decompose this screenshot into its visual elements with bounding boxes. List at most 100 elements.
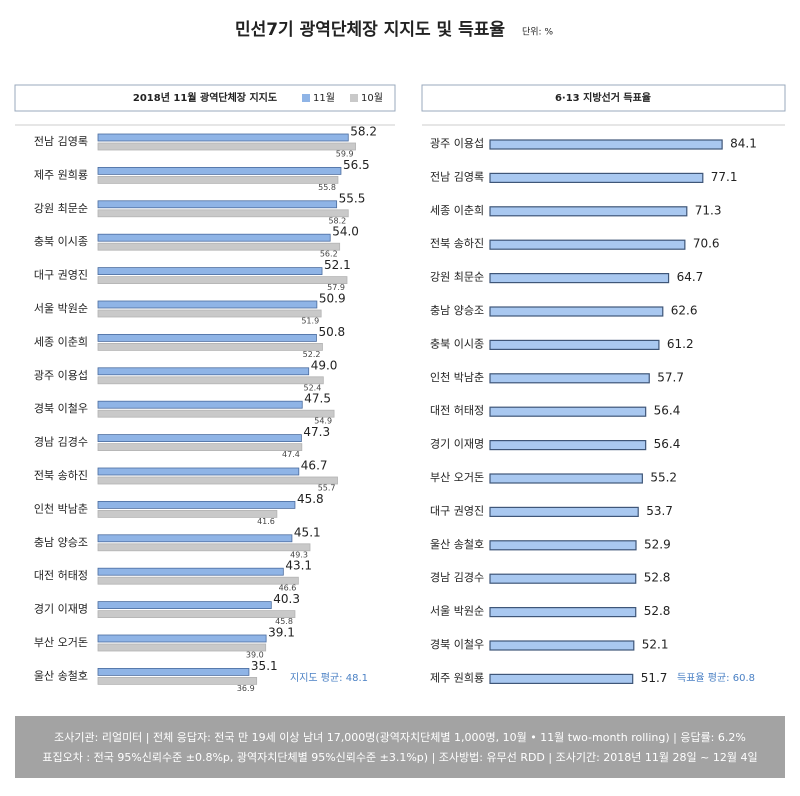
category-label: 대전 허태정	[34, 569, 88, 582]
value-label: 52.9	[644, 537, 671, 551]
value-label: 45.1	[294, 525, 321, 539]
category-label: 강원 최문순	[430, 271, 484, 284]
page-title: 민선7기 광역단체장 지지도 및 득표율	[235, 20, 505, 40]
bar	[97, 409, 335, 418]
value-label: 47.4	[282, 450, 300, 459]
bar	[97, 309, 322, 318]
bar	[489, 206, 688, 217]
bar	[97, 166, 342, 175]
footer-box	[15, 716, 785, 778]
category-label: 경남 김경수	[34, 436, 88, 449]
category-label: 인천 박남춘	[430, 370, 484, 384]
value-label: 52.1	[642, 638, 669, 652]
bar	[97, 133, 349, 142]
value-label: 36.9	[237, 684, 255, 693]
legend-label: 11월	[313, 92, 335, 104]
value-label: 43.1	[285, 559, 312, 573]
category-label: 부산 오거돈	[430, 471, 484, 484]
bar	[97, 668, 250, 676]
category-label: 세종 이춘희	[430, 204, 484, 217]
bar	[97, 434, 302, 443]
bar	[489, 373, 650, 384]
legend-label: 10월	[361, 92, 383, 104]
bar	[489, 406, 647, 417]
value-label: 57.9	[327, 283, 345, 292]
category-label: 충북 이시종	[34, 235, 88, 248]
value-label: 39.1	[268, 626, 295, 640]
value-label: 56.2	[320, 250, 338, 259]
value-label: 58.2	[328, 216, 346, 225]
category-label: 전북 송하진	[34, 468, 88, 482]
bar	[97, 643, 267, 652]
category-label: 경기 이재명	[34, 603, 88, 616]
bar	[489, 440, 647, 451]
category-label: 서울 박원순	[34, 302, 88, 315]
bar	[489, 506, 639, 517]
value-label: 52.1	[324, 258, 351, 272]
value-label: 50.8	[318, 325, 345, 339]
bar	[97, 142, 356, 151]
bar	[97, 601, 272, 609]
value-label: 50.9	[319, 292, 346, 306]
bar	[97, 476, 338, 485]
category-label: 제주 원희룡	[34, 168, 88, 181]
value-label: 39.0	[246, 651, 264, 660]
category-label: 울산 송철호	[34, 669, 88, 682]
category-label: 경북 이철우	[34, 402, 88, 415]
bar	[97, 567, 284, 576]
bar	[489, 239, 686, 250]
value-label: 61.2	[667, 337, 694, 351]
value-label: 56.4	[654, 404, 681, 418]
right-average-note: 득표율 평균: 60.8	[677, 672, 755, 684]
value-label: 46.6	[279, 584, 297, 593]
value-label: 35.1	[251, 659, 278, 673]
value-label: 49.0	[311, 358, 338, 372]
bar	[489, 306, 664, 317]
value-label: 55.8	[318, 183, 336, 192]
value-label: 53.7	[646, 504, 673, 518]
value-label: 49.3	[290, 550, 308, 559]
bar	[97, 543, 311, 552]
value-label: 70.6	[693, 237, 720, 251]
value-label: 52.8	[644, 571, 671, 585]
value-label: 84.1	[730, 137, 757, 151]
bar	[489, 606, 637, 618]
bar	[489, 573, 637, 584]
value-label: 41.6	[257, 517, 275, 526]
right-header-box	[421, 84, 786, 112]
category-label: 충남 양승조	[430, 304, 484, 317]
value-label: 71.3	[695, 203, 722, 217]
bar	[97, 400, 303, 409]
value-label: 62.6	[671, 304, 698, 318]
bar	[97, 576, 299, 585]
legend-swatch	[350, 94, 358, 102]
bar	[97, 200, 338, 209]
bar	[97, 534, 293, 543]
value-label: 52.8	[644, 604, 671, 618]
bar	[97, 267, 323, 276]
value-label: 45.8	[297, 492, 324, 506]
category-label: 전북 송하진	[430, 236, 484, 250]
bar	[97, 300, 318, 309]
value-label: 56.5	[343, 158, 370, 172]
category-label: 서울 박원순	[430, 605, 484, 618]
bar	[97, 342, 323, 351]
category-label: 충북 이시종	[430, 337, 484, 350]
category-label: 부산 오거돈	[34, 636, 88, 649]
category-label: 경남 김경수	[430, 571, 484, 584]
value-label: 52.4	[304, 383, 322, 392]
bar	[489, 673, 634, 685]
footer-line: 조사기관: 리얼미터 | 전체 응답자: 전국 만 19세 이상 남녀 17,0…	[54, 730, 746, 744]
category-label: 경기 이재명	[430, 438, 484, 451]
left-chart-title: 2018년 11월 광역단체장 지지도	[133, 91, 277, 104]
value-label: 40.3	[273, 592, 300, 606]
left-average-note: 지지도 평균: 48.1	[290, 672, 368, 684]
bar	[489, 273, 670, 284]
bar	[489, 339, 660, 350]
category-label: 전남 김영록	[34, 135, 88, 148]
value-label: 47.5	[304, 392, 331, 406]
category-label: 제주 원희룡	[430, 671, 484, 684]
value-label: 57.7	[657, 370, 684, 384]
bar	[97, 677, 258, 685]
bar	[97, 376, 324, 385]
